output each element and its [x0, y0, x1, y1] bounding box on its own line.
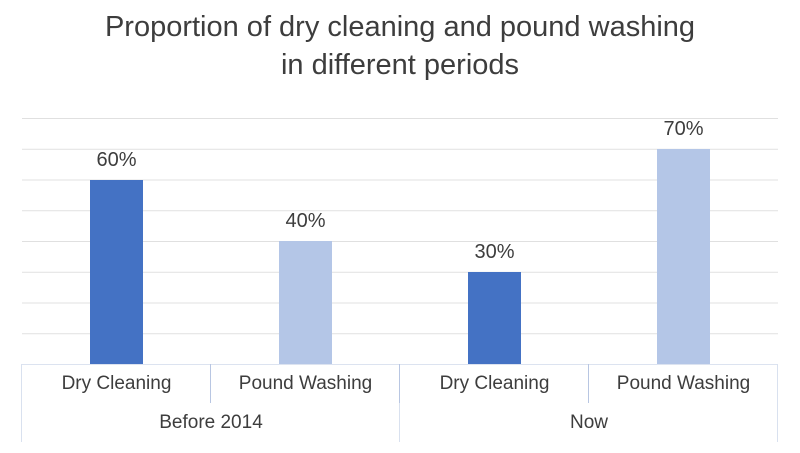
axis-tick-divider — [588, 364, 589, 403]
bar-value-label: 70% — [663, 117, 704, 140]
axis-right-border — [777, 364, 778, 442]
x-axis-group-row: Before 2014 Now — [22, 403, 778, 442]
axis-tick-divider — [210, 364, 211, 403]
axis-category-label: Pound Washing — [238, 373, 373, 394]
bar-pound-washing-1 — [279, 241, 332, 364]
axis-category-label: Dry Cleaning — [61, 373, 172, 394]
axis-group-label: Before 2014 — [159, 411, 263, 433]
axis-category-label: Pound Washing — [616, 373, 751, 394]
bar-dry-cleaning-2 — [468, 271, 521, 364]
axis-category-label: Dry Cleaning — [439, 373, 550, 394]
bar-dry-cleaning-0 — [90, 179, 143, 364]
bar-value-label: 60% — [96, 148, 137, 171]
x-axis-category-row: Dry Cleaning Pound Washing Dry Cleaning Pou… — [22, 365, 778, 403]
bar-value-label: 40% — [285, 210, 326, 232]
plot-area: 60% 40% 30% 70% — [22, 118, 778, 364]
axis-group-label: Now — [569, 411, 608, 433]
bar-pound-washing-3 — [657, 148, 710, 364]
axis-group-divider — [399, 364, 400, 403]
axis-left-border — [21, 364, 22, 442]
chart-title: Proportion of dry cleaning and pound was… — [104, 11, 696, 81]
bar-value-label: 30% — [474, 240, 515, 263]
axis-group-divider — [399, 403, 400, 442]
